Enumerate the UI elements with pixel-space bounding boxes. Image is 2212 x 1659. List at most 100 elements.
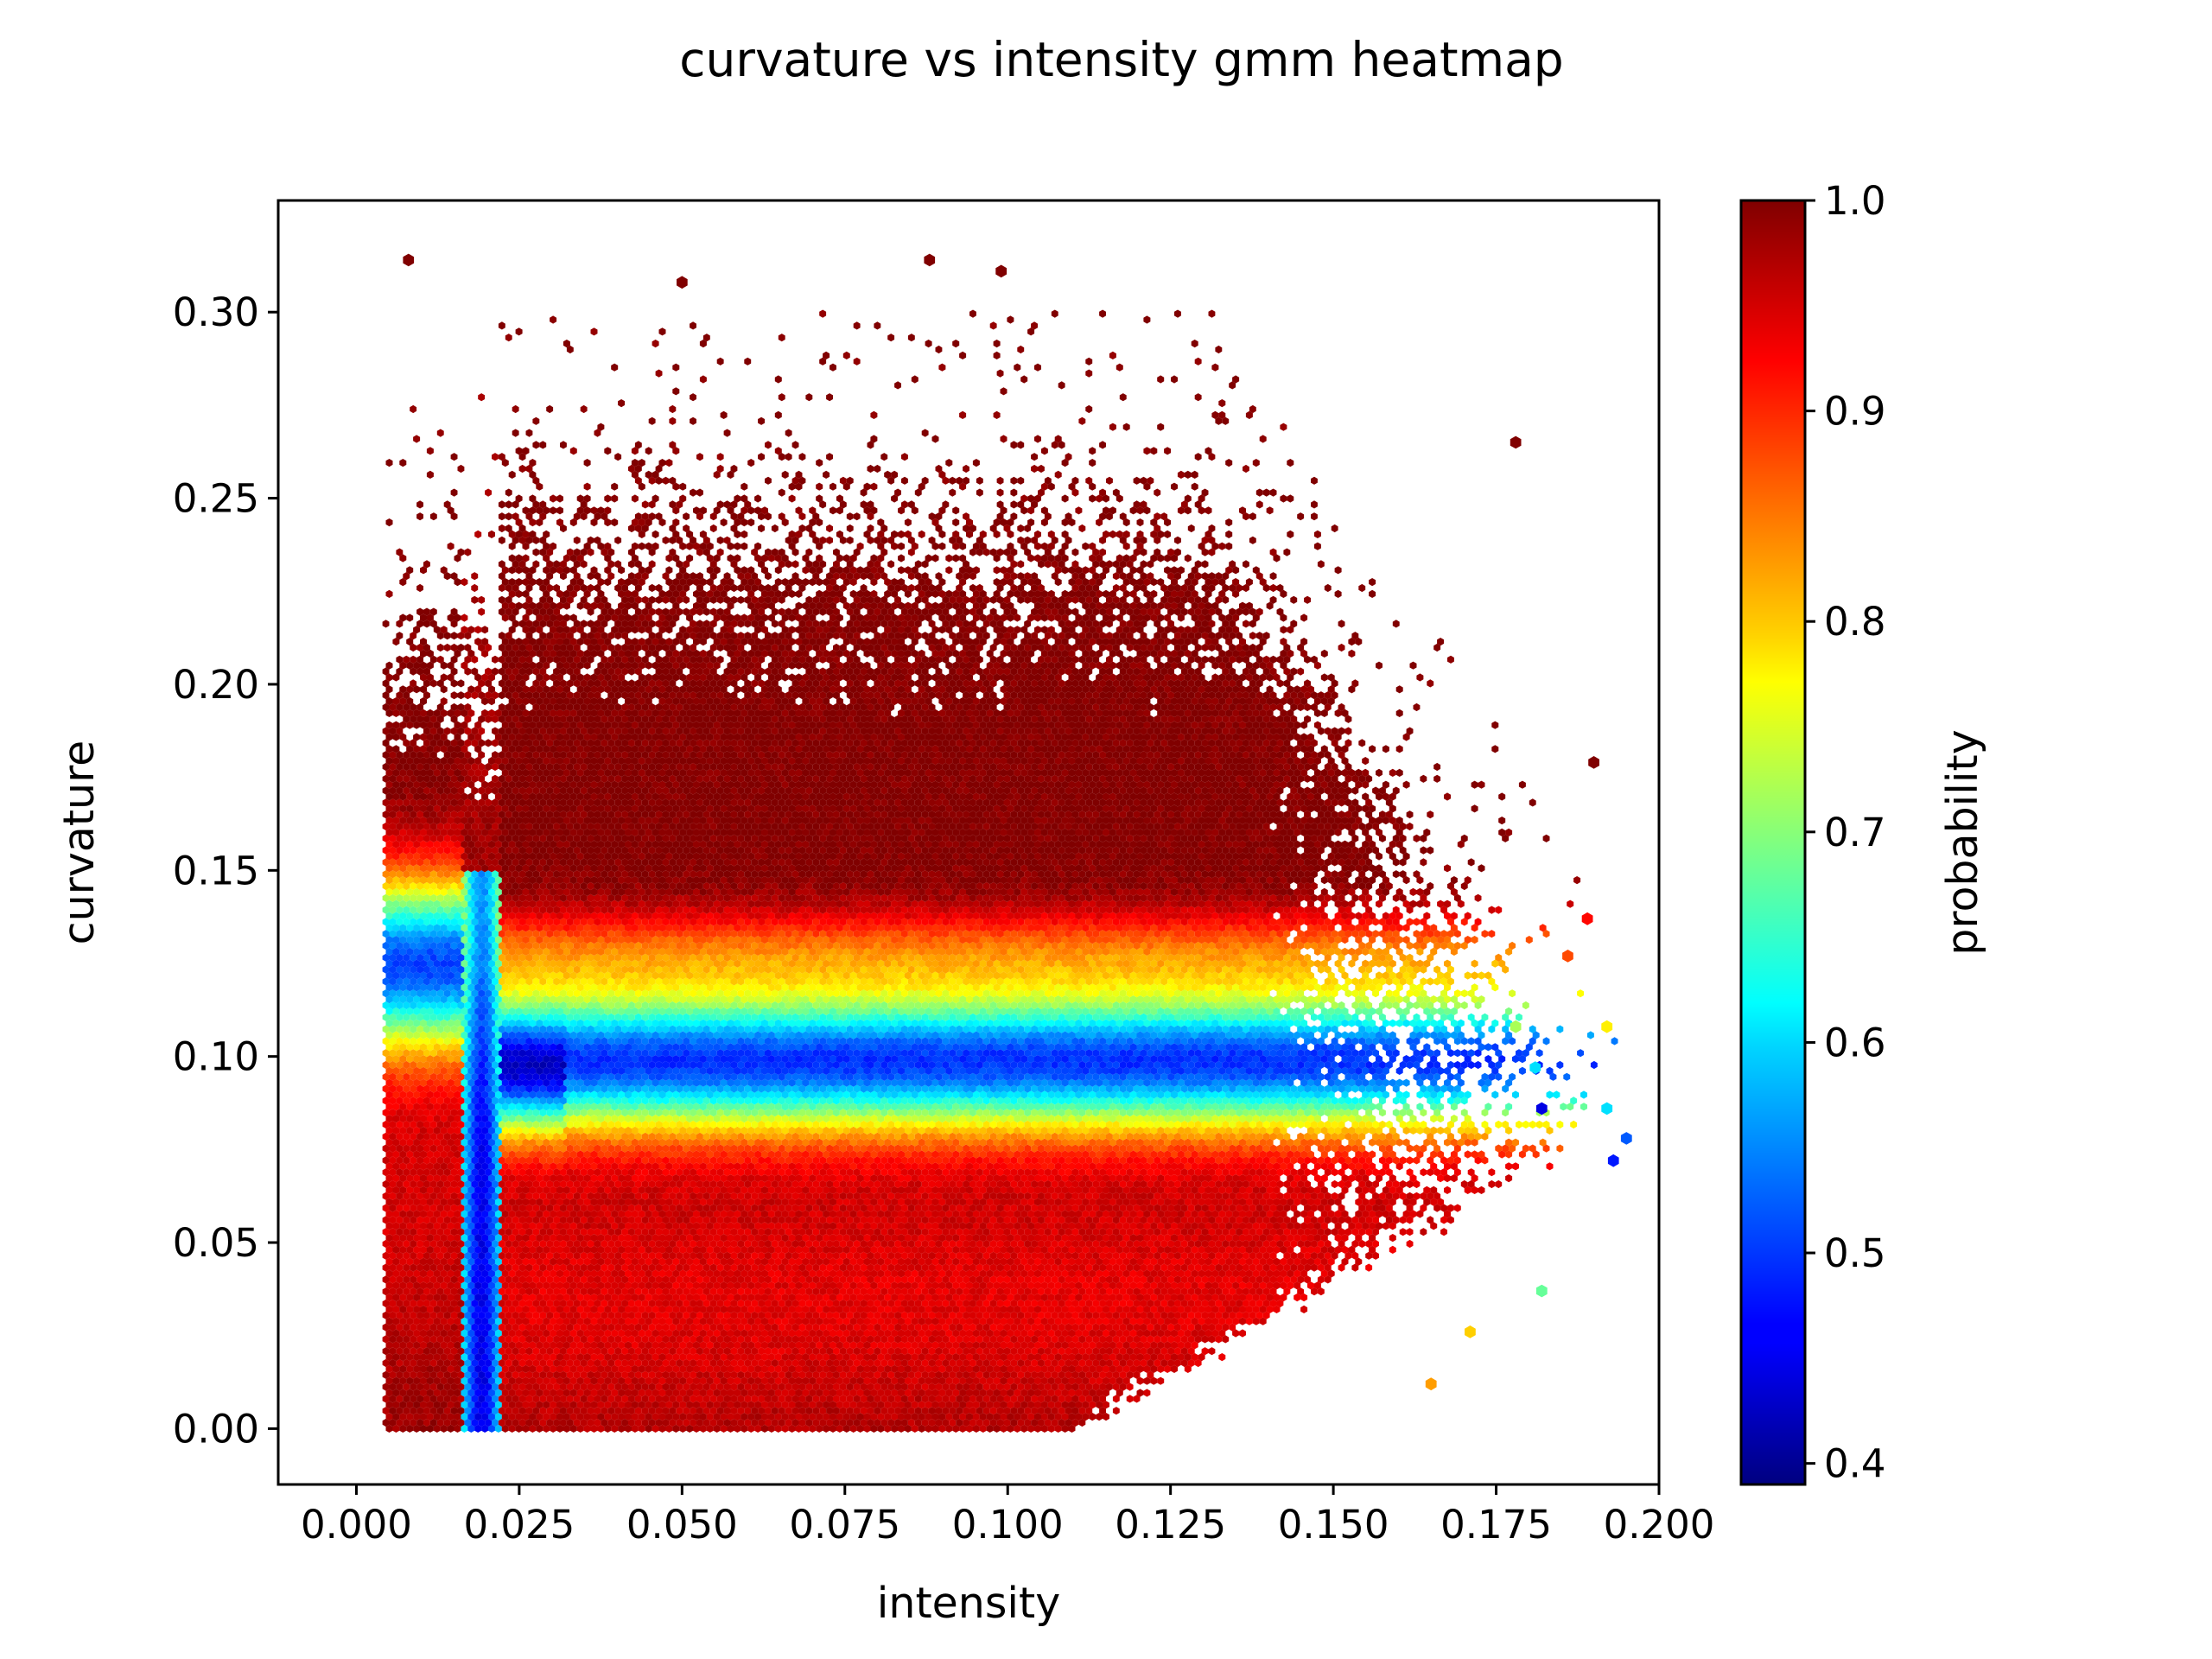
hex-bin xyxy=(1038,1407,1045,1415)
hex-bin xyxy=(833,1418,840,1427)
hex-bin xyxy=(669,1395,677,1403)
hex-bin xyxy=(785,1407,792,1415)
hex-bin xyxy=(597,1413,605,1421)
hex-bin xyxy=(601,1418,608,1427)
hex-bin xyxy=(1078,1418,1086,1427)
hex-bin xyxy=(1044,1395,1052,1403)
hex-bin xyxy=(734,1413,741,1421)
hex-bin xyxy=(1089,1389,1096,1397)
hex-bin xyxy=(1112,1395,1120,1403)
hex-bin xyxy=(898,1389,905,1397)
hex-bin xyxy=(1068,1389,1076,1397)
hex-bin xyxy=(546,1407,554,1415)
hex-bin xyxy=(894,1418,901,1427)
hex-bin xyxy=(611,1424,619,1433)
hex-bin xyxy=(1075,1413,1083,1421)
hex-bin xyxy=(580,1407,588,1415)
hex-bin xyxy=(556,1389,563,1397)
hex-bin xyxy=(423,1407,430,1415)
hex-bin xyxy=(891,1389,899,1397)
hex-bin xyxy=(867,1407,874,1415)
hex-bin xyxy=(907,1407,915,1415)
hex-bin xyxy=(550,1413,557,1421)
hex-bin xyxy=(583,1389,591,1397)
hex-bin xyxy=(1017,1395,1025,1403)
hex-bin xyxy=(1044,1407,1052,1415)
hex-bin xyxy=(877,1401,885,1409)
hex-bin xyxy=(492,1382,499,1391)
hex-bin xyxy=(781,1424,789,1433)
hex-bin xyxy=(894,1407,901,1415)
hex-bin xyxy=(662,1395,670,1403)
hex-bin xyxy=(989,1407,997,1415)
hex-bin xyxy=(839,1418,847,1427)
hex-bin xyxy=(1031,1395,1038,1403)
hex-bin xyxy=(1020,1424,1028,1433)
hex-bin xyxy=(1000,1413,1007,1421)
hex-bin xyxy=(440,1401,448,1409)
hex-bin xyxy=(969,1395,976,1403)
hex-bin xyxy=(569,1424,577,1433)
hex-bin xyxy=(812,1407,820,1415)
hex-bin xyxy=(805,1407,813,1415)
hex-bin xyxy=(976,1407,983,1415)
hex-bin xyxy=(436,1395,444,1403)
hex-bin xyxy=(1082,1413,1090,1421)
hex-bin xyxy=(870,1424,878,1433)
hex-bin xyxy=(928,1418,936,1427)
hex-bin xyxy=(556,1401,563,1409)
hex-bin xyxy=(1034,1413,1041,1421)
hex-bin xyxy=(1047,1424,1055,1433)
hex-bin xyxy=(634,1407,642,1415)
hex-bin xyxy=(1024,1407,1032,1415)
hex-bin xyxy=(628,1395,635,1403)
hex-bin xyxy=(389,1418,397,1427)
hex-bin xyxy=(720,1389,728,1397)
hex-bin xyxy=(952,1413,960,1421)
hex-bin xyxy=(914,1407,922,1415)
hex-bin xyxy=(853,1407,861,1415)
hex-bin xyxy=(560,1395,567,1403)
hex-bin xyxy=(621,1382,628,1391)
hex-bin xyxy=(911,1424,918,1433)
hex-bin xyxy=(696,1418,703,1427)
hex-bin xyxy=(823,1389,830,1397)
hex-bin xyxy=(529,1424,537,1433)
hex-bin xyxy=(396,1395,404,1403)
hex-bin xyxy=(1047,1401,1055,1409)
hex-bin xyxy=(956,1418,963,1427)
hex-bin xyxy=(1040,1389,1048,1397)
hex-bin xyxy=(396,1418,404,1427)
hex-bin xyxy=(938,1389,946,1397)
hex-bin xyxy=(1034,1389,1041,1397)
hex-bin xyxy=(652,1413,659,1421)
hex-bin xyxy=(788,1413,796,1421)
hex-bin xyxy=(833,1395,840,1403)
hex-bin xyxy=(546,1382,554,1391)
hex-bin xyxy=(863,1401,871,1409)
hex-bin xyxy=(625,1424,632,1433)
hex-bin xyxy=(982,1418,990,1427)
hex-bin xyxy=(481,1401,489,1409)
hex-bin xyxy=(546,1395,554,1403)
hex-bin xyxy=(830,1389,836,1397)
hex-bin xyxy=(699,1413,707,1421)
hex-bin xyxy=(747,1424,755,1433)
hex-bin xyxy=(720,1401,728,1409)
hex-bin xyxy=(925,1401,932,1409)
hex-bin xyxy=(536,1401,543,1409)
hex-bin xyxy=(713,1401,721,1409)
hex-bin xyxy=(631,1413,639,1421)
hex-bin xyxy=(713,1389,721,1397)
hex-bin xyxy=(512,1382,519,1391)
hex-bin xyxy=(566,1382,574,1391)
hex-bin xyxy=(706,1413,714,1421)
hex-bin xyxy=(450,1395,458,1403)
hex-bin xyxy=(1054,1424,1062,1433)
hex-bin xyxy=(702,1395,710,1403)
hex-bin xyxy=(539,1382,547,1391)
hex-bin xyxy=(536,1413,543,1421)
hex-bin xyxy=(693,1413,700,1421)
hex-bin xyxy=(508,1413,516,1421)
hex-bin xyxy=(560,1407,567,1415)
